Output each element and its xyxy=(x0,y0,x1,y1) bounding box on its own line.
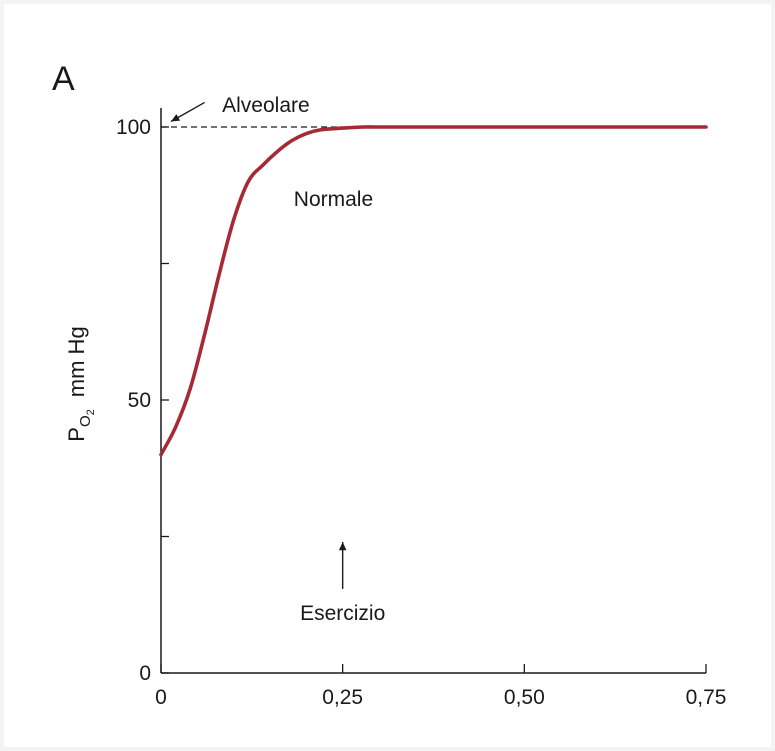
annotation-esercizio: Esercizio xyxy=(300,602,385,625)
y-tick-label: 100 xyxy=(116,116,151,139)
x-tick-label: 0,50 xyxy=(504,686,545,709)
annotation-alveolare: Alveolare xyxy=(222,94,310,117)
x-tick-label: 0,25 xyxy=(322,686,363,709)
y-axis-label-sub: O xyxy=(77,415,94,427)
annotation-arrow-alveolare xyxy=(170,101,205,123)
series-group xyxy=(159,125,708,457)
chart-svg: A PO2 mm Hg 0 0,25 0,50 0,75 0 50 100 Alveolare… xyxy=(52,60,726,709)
annotations-group: Alveolare Normale Esercizio xyxy=(170,94,385,625)
x-tick-label: 0 xyxy=(155,686,167,709)
y-axis-label-unit: mm Hg xyxy=(64,326,89,397)
y-tick-label: 0 xyxy=(139,662,151,685)
ticks-group: 0 0,25 0,50 0,75 0 50 100 xyxy=(116,116,726,709)
y-axis-label: PO2 mm Hg xyxy=(64,326,97,441)
svg-text:PO2mm Hg: PO2 mm Hg xyxy=(64,326,97,441)
y-axis-label-subsub: 2 xyxy=(85,409,97,415)
series-line-normale xyxy=(159,125,708,457)
y-axis-label-main: P xyxy=(64,427,89,442)
chart-frame: A PO2 mm Hg 0 0,25 0,50 0,75 0 50 100 Alveolare… xyxy=(4,4,771,747)
y-tick-label: 50 xyxy=(128,389,151,412)
x-tick-label: 0,75 xyxy=(686,686,727,709)
annotation-normale: Normale xyxy=(294,188,373,211)
panel-label: A xyxy=(52,60,75,98)
